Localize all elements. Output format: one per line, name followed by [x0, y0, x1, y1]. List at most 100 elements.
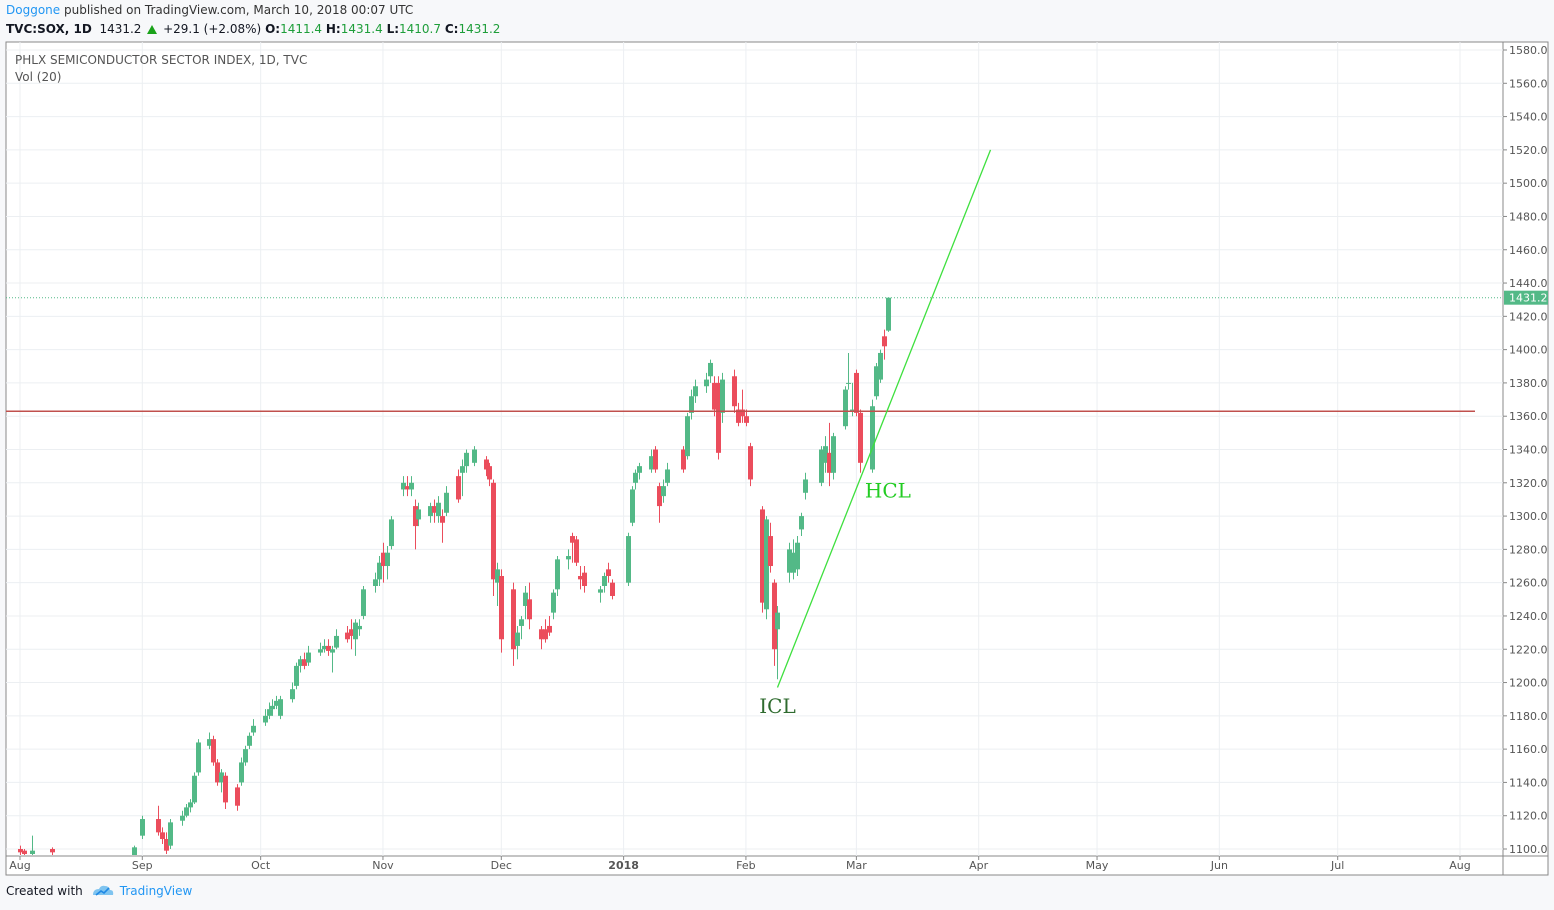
candle-body: [349, 629, 354, 636]
close-label: C:: [444, 22, 459, 36]
x-tick-label: Nov: [372, 859, 394, 872]
candle-body: [882, 336, 887, 347]
candle-body: [196, 742, 201, 773]
candle-body: [874, 366, 879, 397]
last-price-tag: [1504, 290, 1548, 305]
x-tick-label: Jul: [1330, 859, 1344, 872]
candle-body: [472, 449, 477, 463]
candle-body: [318, 649, 323, 653]
author-link[interactable]: Doggone: [6, 3, 61, 17]
candle-body: [775, 612, 780, 630]
last-price: 1431.2: [99, 22, 142, 36]
candle-body: [716, 382, 721, 453]
axis-corner: [1502, 855, 1549, 876]
candle-body: [681, 449, 686, 470]
candle-body: [322, 645, 327, 650]
candle-body: [357, 625, 362, 630]
candle-body: [156, 819, 161, 833]
candle-body: [539, 629, 544, 640]
chart-canvas[interactable]: ICL HCL 1100.0 1120.0 1140.0 1160.0 1180.0 120…: [0, 0, 1554, 880]
x-tick-label: Sep: [132, 859, 153, 872]
y-tick-label: 1440.0: [1509, 277, 1548, 290]
tradingview-logo-icon: [92, 885, 113, 896]
candle-body: [555, 559, 560, 590]
y-tick-label: 1220.0: [1509, 643, 1548, 656]
candle-body: [795, 542, 800, 570]
publish-text: published on TradingView.com, March 10, …: [63, 3, 414, 17]
hcl-annotation: HCL: [865, 478, 911, 502]
high-value: 1431.4: [340, 22, 383, 36]
publish-info: Doggone published on TradingView.com, Ma…: [6, 3, 413, 17]
candle-body: [223, 775, 228, 803]
candle-body: [744, 416, 749, 423]
candle-body: [499, 576, 504, 640]
candle-body: [263, 715, 268, 723]
candle-body: [846, 382, 851, 384]
candle-body: [803, 479, 808, 493]
candle-body: [235, 787, 240, 806]
candle-body: [428, 506, 433, 517]
candle-body: [823, 446, 828, 463]
candle-body: [633, 472, 638, 483]
candle-body: [764, 519, 769, 610]
candle-body: [168, 822, 173, 846]
candle-body: [547, 625, 552, 633]
y-tick-label: 1360.0: [1509, 410, 1548, 423]
drawing-layer: ICL HCL: [6, 149, 1503, 718]
candle-body: [854, 372, 859, 413]
y-tick-label: 1140.0: [1509, 776, 1548, 789]
icl-annotation: ICL: [759, 694, 795, 718]
candle-body: [334, 635, 339, 648]
candle-body: [858, 412, 863, 463]
ohlc-bar: TVC:SOX, 1D 1431.2 +29.1 (+2.08%) O:1411…: [6, 22, 500, 36]
candle-body: [831, 436, 836, 473]
candle-body: [416, 509, 421, 520]
candle-body: [432, 506, 437, 513]
candle-body: [484, 459, 489, 470]
x-tick-label: Jun: [1210, 859, 1228, 872]
candle-body: [578, 576, 583, 580]
volume-study-label[interactable]: Vol (20): [15, 70, 61, 84]
candle-body: [464, 452, 469, 467]
candle-body: [274, 700, 279, 706]
candle-body: [748, 446, 753, 480]
candle-body: [211, 739, 216, 763]
y-tick-label: 1480.0: [1509, 210, 1548, 223]
footer: Created with TradingView: [6, 884, 192, 898]
candle-body: [345, 632, 350, 640]
candle-body: [523, 592, 528, 606]
candle-body: [207, 739, 212, 746]
candle-body: [267, 709, 272, 716]
candle-body: [740, 409, 745, 417]
y-tick-label: 1340.0: [1509, 444, 1548, 457]
candle-body: [787, 549, 792, 573]
candle-body: [772, 582, 777, 650]
candle-body: [377, 562, 382, 580]
candle-body: [689, 396, 694, 413]
candle-body: [661, 486, 666, 497]
candle-body: [243, 749, 248, 763]
candle-body: [247, 735, 252, 746]
candle-body: [215, 762, 220, 783]
y-tick-label: 1160.0: [1509, 743, 1548, 756]
candle-body: [582, 572, 587, 586]
candle-body: [630, 489, 635, 523]
candle-body: [519, 619, 524, 626]
candle-body: [381, 552, 386, 567]
tradingview-link[interactable]: TradingView: [91, 884, 192, 898]
candle-body: [440, 516, 445, 523]
candle-body: [827, 452, 832, 473]
candle-body: [219, 772, 224, 783]
candle-body: [385, 552, 390, 567]
candle-layer: [18, 297, 891, 855]
candle-body: [799, 516, 804, 530]
candle-body: [598, 589, 603, 593]
candle-body: [657, 486, 662, 507]
close-value: 1431.2: [458, 22, 501, 36]
candle-body: [132, 847, 137, 855]
y-tick-label: 1100.0: [1509, 843, 1548, 856]
candle-body: [626, 536, 631, 583]
candle-body: [353, 622, 358, 640]
candle-body: [720, 379, 725, 413]
candle-body: [18, 849, 23, 853]
